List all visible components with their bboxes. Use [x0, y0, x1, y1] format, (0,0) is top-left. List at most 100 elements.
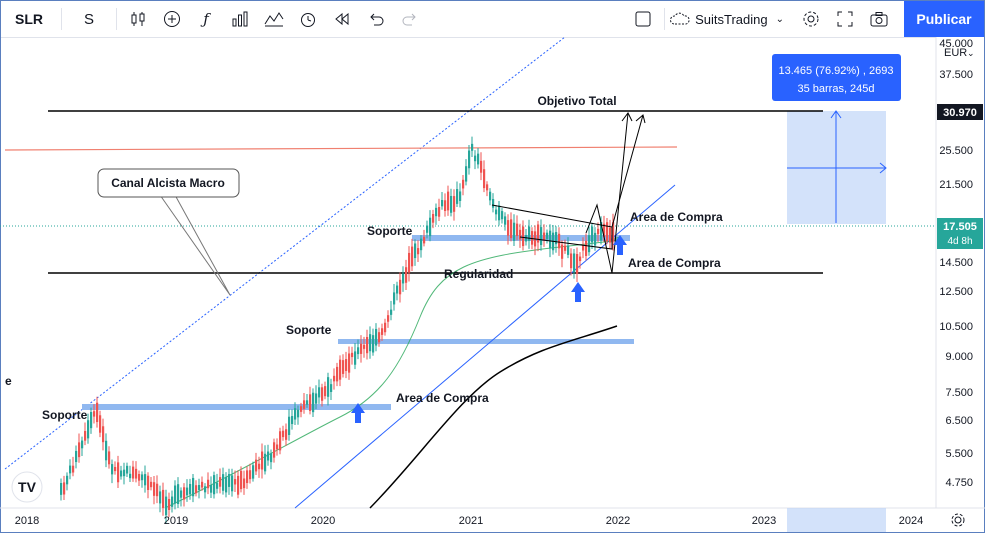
channel-lower-line[interactable]	[294, 184, 676, 509]
candle-body	[537, 224, 540, 243]
time-tick-label: 2019	[164, 515, 188, 527]
tradingview-logo-icon[interactable]: TV	[11, 471, 43, 503]
publish-button[interactable]: Publicar	[904, 1, 984, 37]
price-tick-label: 37.500	[939, 69, 973, 81]
candle-body	[405, 267, 408, 283]
candle-body	[420, 238, 423, 251]
function-icon[interactable]: ƒ	[203, 10, 209, 28]
time-tick-label: 2022	[606, 515, 630, 527]
triangle-pattern	[491, 204, 613, 250]
camera-icon[interactable]	[865, 5, 893, 33]
candle-body	[360, 343, 363, 354]
area-label: Area de Compra	[396, 391, 489, 405]
candle-body	[471, 143, 474, 151]
price-chart[interactable]: 13.465 (76.92%) , 2693 35 barras, 245d C…	[0, 37, 985, 533]
candle-body	[171, 496, 174, 507]
candle-body	[381, 328, 384, 335]
candle-body	[564, 245, 567, 251]
candle-body	[81, 440, 84, 449]
candle-body	[135, 468, 138, 479]
current-price-marker	[937, 218, 983, 249]
candle-body	[165, 496, 168, 516]
candle-body	[375, 328, 378, 346]
candle-body	[540, 227, 543, 246]
candle-body	[459, 191, 462, 201]
candle-body	[204, 486, 207, 493]
canal-callout[interactable]	[97, 168, 240, 198]
candle-body	[465, 166, 468, 182]
candle-body	[561, 244, 564, 259]
candle-body	[105, 440, 108, 461]
channel-upper-line[interactable]	[4, 37, 566, 470]
measure-tooltip-line1: 13.465 (76.92%) , 2693	[779, 65, 894, 77]
candle-body	[66, 475, 69, 485]
candle-body	[291, 416, 294, 425]
candle-body	[342, 360, 345, 374]
candle-body	[582, 244, 585, 251]
candle-body	[99, 415, 102, 433]
candle-body	[270, 453, 273, 463]
layout-icon[interactable]	[629, 5, 657, 33]
currency-selector[interactable]: EUR	[944, 47, 967, 59]
add-indicator-icon[interactable]	[158, 5, 186, 33]
redo-icon[interactable]	[396, 5, 424, 33]
candle-body	[594, 232, 597, 246]
moving-average-fast	[164, 236, 621, 509]
candle-body	[354, 351, 357, 365]
candle-body	[609, 227, 612, 243]
candle-body	[474, 155, 477, 162]
candle-body	[510, 219, 513, 239]
alert-icon[interactable]	[294, 5, 322, 33]
candle-body	[264, 453, 267, 472]
fullscreen-icon[interactable]	[831, 5, 859, 33]
measure-tooltip	[772, 54, 901, 101]
candle-body	[489, 191, 492, 201]
undo-icon[interactable]	[362, 5, 390, 33]
candle-body	[423, 236, 426, 244]
candle-body	[201, 481, 204, 488]
candle-body	[477, 153, 480, 165]
toolbar-right: SuitsTrading ⌄ Publicar	[626, 1, 984, 37]
candle-body	[153, 482, 156, 496]
support-band-bottom[interactable]	[82, 404, 391, 410]
resistance-red-line[interactable]	[4, 146, 678, 151]
candle-body	[351, 352, 354, 358]
candle-body	[519, 229, 522, 240]
candle-body	[444, 200, 447, 211]
settings-gear-icon[interactable]	[797, 5, 825, 33]
time-tick-label: 2023	[752, 515, 776, 527]
candle-body	[126, 465, 129, 474]
candlestick-series[interactable]	[60, 136, 615, 524]
candles-icon[interactable]	[124, 5, 152, 33]
candle-body	[147, 475, 150, 490]
candle-body	[588, 235, 591, 253]
replay-icon[interactable]	[328, 5, 356, 33]
account-selector[interactable]: SuitsTrading ⌄	[669, 11, 784, 27]
candle-body	[255, 459, 258, 472]
candle-body	[72, 465, 75, 473]
interval-button[interactable]: S	[83, 10, 94, 28]
candle-body	[93, 411, 96, 417]
candle-body	[141, 474, 144, 481]
candle-body	[357, 347, 360, 355]
candle-body	[558, 233, 561, 249]
bar-chart-icon[interactable]	[226, 5, 254, 33]
support-band-middle[interactable]	[338, 339, 634, 344]
candle-body	[60, 483, 63, 495]
projection-arrow-2	[611, 114, 644, 228]
candle-body	[132, 466, 135, 479]
candle-body	[114, 466, 117, 472]
candle-body	[312, 392, 315, 413]
candle-body	[150, 481, 153, 488]
candle-body	[378, 332, 381, 343]
candle-body	[87, 420, 90, 439]
price-tick-labels: 45.000 37.500 25.500 21.500 14.500 12.500 10.5…	[939, 38, 973, 489]
axis-settings-gear-icon[interactable]	[951, 513, 965, 527]
candle-body	[90, 412, 93, 429]
candle-body	[513, 222, 516, 241]
indicators-icon[interactable]	[260, 5, 288, 33]
symbol-label[interactable]: SLR	[15, 11, 43, 27]
svg-text:TV: TV	[18, 479, 37, 495]
candle-body	[276, 444, 279, 450]
candle-body	[585, 240, 588, 256]
